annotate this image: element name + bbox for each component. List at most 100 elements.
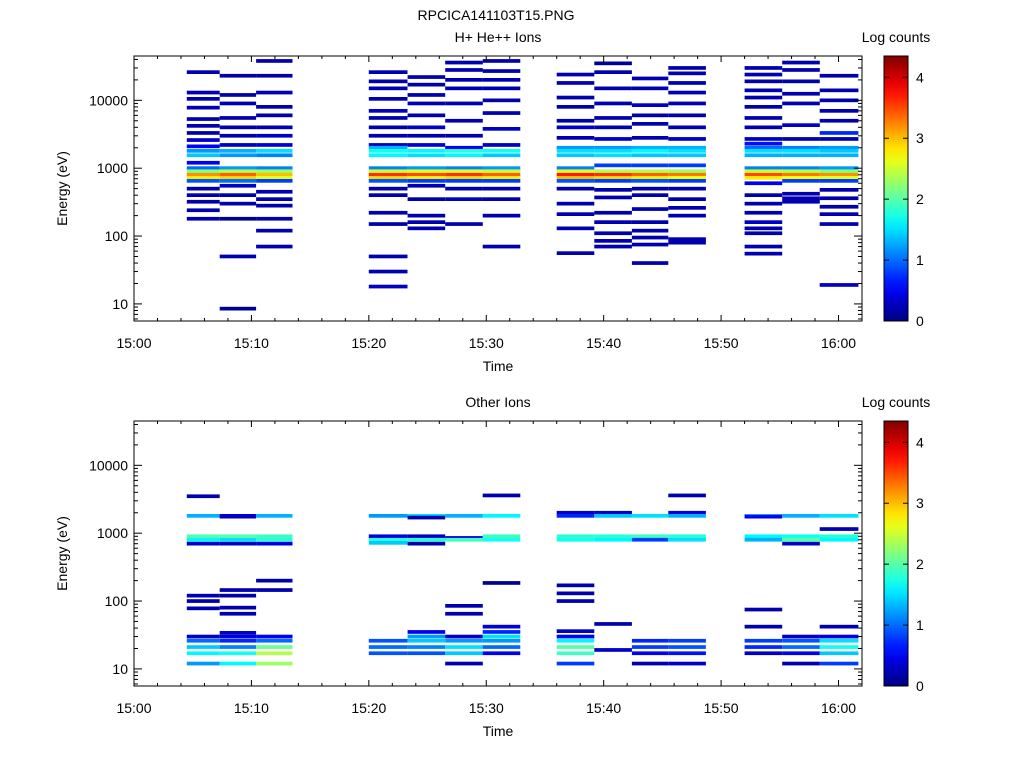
colorbar-tick-label: 4 — [916, 69, 924, 85]
data-cell — [631, 645, 669, 649]
data-cell — [782, 123, 820, 127]
data-cell — [744, 88, 783, 93]
data-cell — [368, 97, 408, 101]
data-cell — [368, 169, 408, 174]
data-cell — [819, 109, 859, 113]
chart-panel-1: 15:00 15:10 15:20 15:30 15:40 15:50 16:0010100… — [54, 29, 930, 374]
data-cell — [782, 661, 820, 666]
data-cell — [482, 172, 521, 177]
data-cell — [256, 176, 293, 180]
data-cell — [744, 210, 783, 215]
data-cell — [256, 661, 293, 666]
data-cell — [445, 145, 483, 150]
data-cell — [631, 651, 669, 656]
data-cell — [744, 141, 783, 146]
y-tick-label: 100 — [105, 228, 129, 244]
data-cell — [556, 212, 595, 216]
data-cell — [407, 101, 446, 106]
data-cell — [186, 179, 220, 183]
data-cell — [219, 176, 257, 180]
data-cell — [631, 179, 669, 183]
data-cell — [668, 197, 706, 201]
data-cell — [368, 541, 408, 545]
data-cell — [368, 514, 408, 518]
data-cell — [631, 149, 669, 153]
data-cell — [668, 179, 706, 183]
chart-panel-2: 15:00 15:10 15:20 15:30 15:40 15:50 16:0010100… — [54, 394, 930, 739]
data-cell — [186, 537, 220, 542]
x-tick-label: 15:40 — [586, 335, 621, 351]
data-cell — [668, 534, 706, 539]
data-cell — [668, 240, 706, 245]
data-cell — [445, 197, 483, 201]
colorbar-tick-label: 3 — [916, 495, 924, 511]
data-cell — [782, 645, 820, 649]
data-cell — [819, 645, 859, 649]
data-cell — [668, 176, 706, 180]
data-cell — [556, 172, 595, 177]
data-cell — [819, 188, 859, 192]
data-cell — [556, 651, 595, 656]
data-cell — [744, 645, 783, 649]
data-cell — [219, 143, 257, 147]
data-cell — [594, 537, 632, 542]
data-cell — [594, 179, 632, 183]
data-cell — [556, 634, 595, 639]
data-cell — [482, 98, 521, 103]
data-cell — [594, 514, 632, 518]
data-cell — [594, 172, 632, 177]
data-cell — [594, 163, 632, 168]
data-cell — [482, 69, 521, 73]
data-cell — [407, 133, 446, 138]
data-cell — [782, 514, 820, 518]
data-cell — [407, 153, 446, 158]
y-tick-label: 100 — [105, 593, 129, 609]
x-tick-label: 15:50 — [704, 700, 739, 716]
data-cell — [556, 226, 595, 231]
data-cell — [744, 244, 783, 249]
data-cell — [744, 125, 783, 130]
data-cell — [186, 193, 220, 197]
data-cell — [631, 103, 669, 107]
data-cell — [368, 651, 408, 656]
data-cell — [819, 166, 859, 170]
data-cell — [744, 201, 783, 206]
colorbar-gradient — [883, 55, 909, 322]
y-tick-label: 1000 — [97, 160, 128, 176]
data-cell — [631, 534, 669, 539]
data-cell — [744, 181, 783, 186]
data-cell — [594, 61, 632, 66]
data-cell — [631, 537, 669, 542]
data-cell — [256, 588, 293, 592]
data-cell — [219, 149, 257, 153]
data-cell — [368, 79, 408, 84]
x-tick-label: 15:20 — [351, 700, 386, 716]
data-cell — [631, 514, 669, 518]
data-cell — [407, 179, 446, 183]
data-cell — [482, 169, 521, 174]
data-cell — [256, 638, 293, 643]
data-cell — [594, 210, 632, 215]
data-cell — [556, 661, 595, 666]
data-cell — [782, 172, 820, 177]
data-cell — [744, 651, 783, 656]
data-cell — [782, 91, 820, 96]
data-cell — [631, 153, 669, 158]
data-cell — [219, 216, 257, 221]
x-tick-label: 15:00 — [116, 335, 151, 351]
data-cell — [556, 81, 595, 85]
data-cell — [482, 86, 521, 91]
data-cell — [219, 73, 257, 78]
data-cell — [482, 78, 521, 82]
data-cell — [445, 169, 483, 174]
data-cell — [186, 160, 220, 165]
data-cell — [186, 176, 220, 180]
data-cell — [219, 541, 257, 546]
data-cell — [256, 541, 293, 546]
data-cell — [782, 60, 820, 65]
data-cell — [407, 149, 446, 153]
data-cell — [256, 73, 293, 78]
data-cell — [482, 645, 521, 649]
data-cell — [819, 137, 859, 141]
data-cell — [368, 186, 408, 191]
